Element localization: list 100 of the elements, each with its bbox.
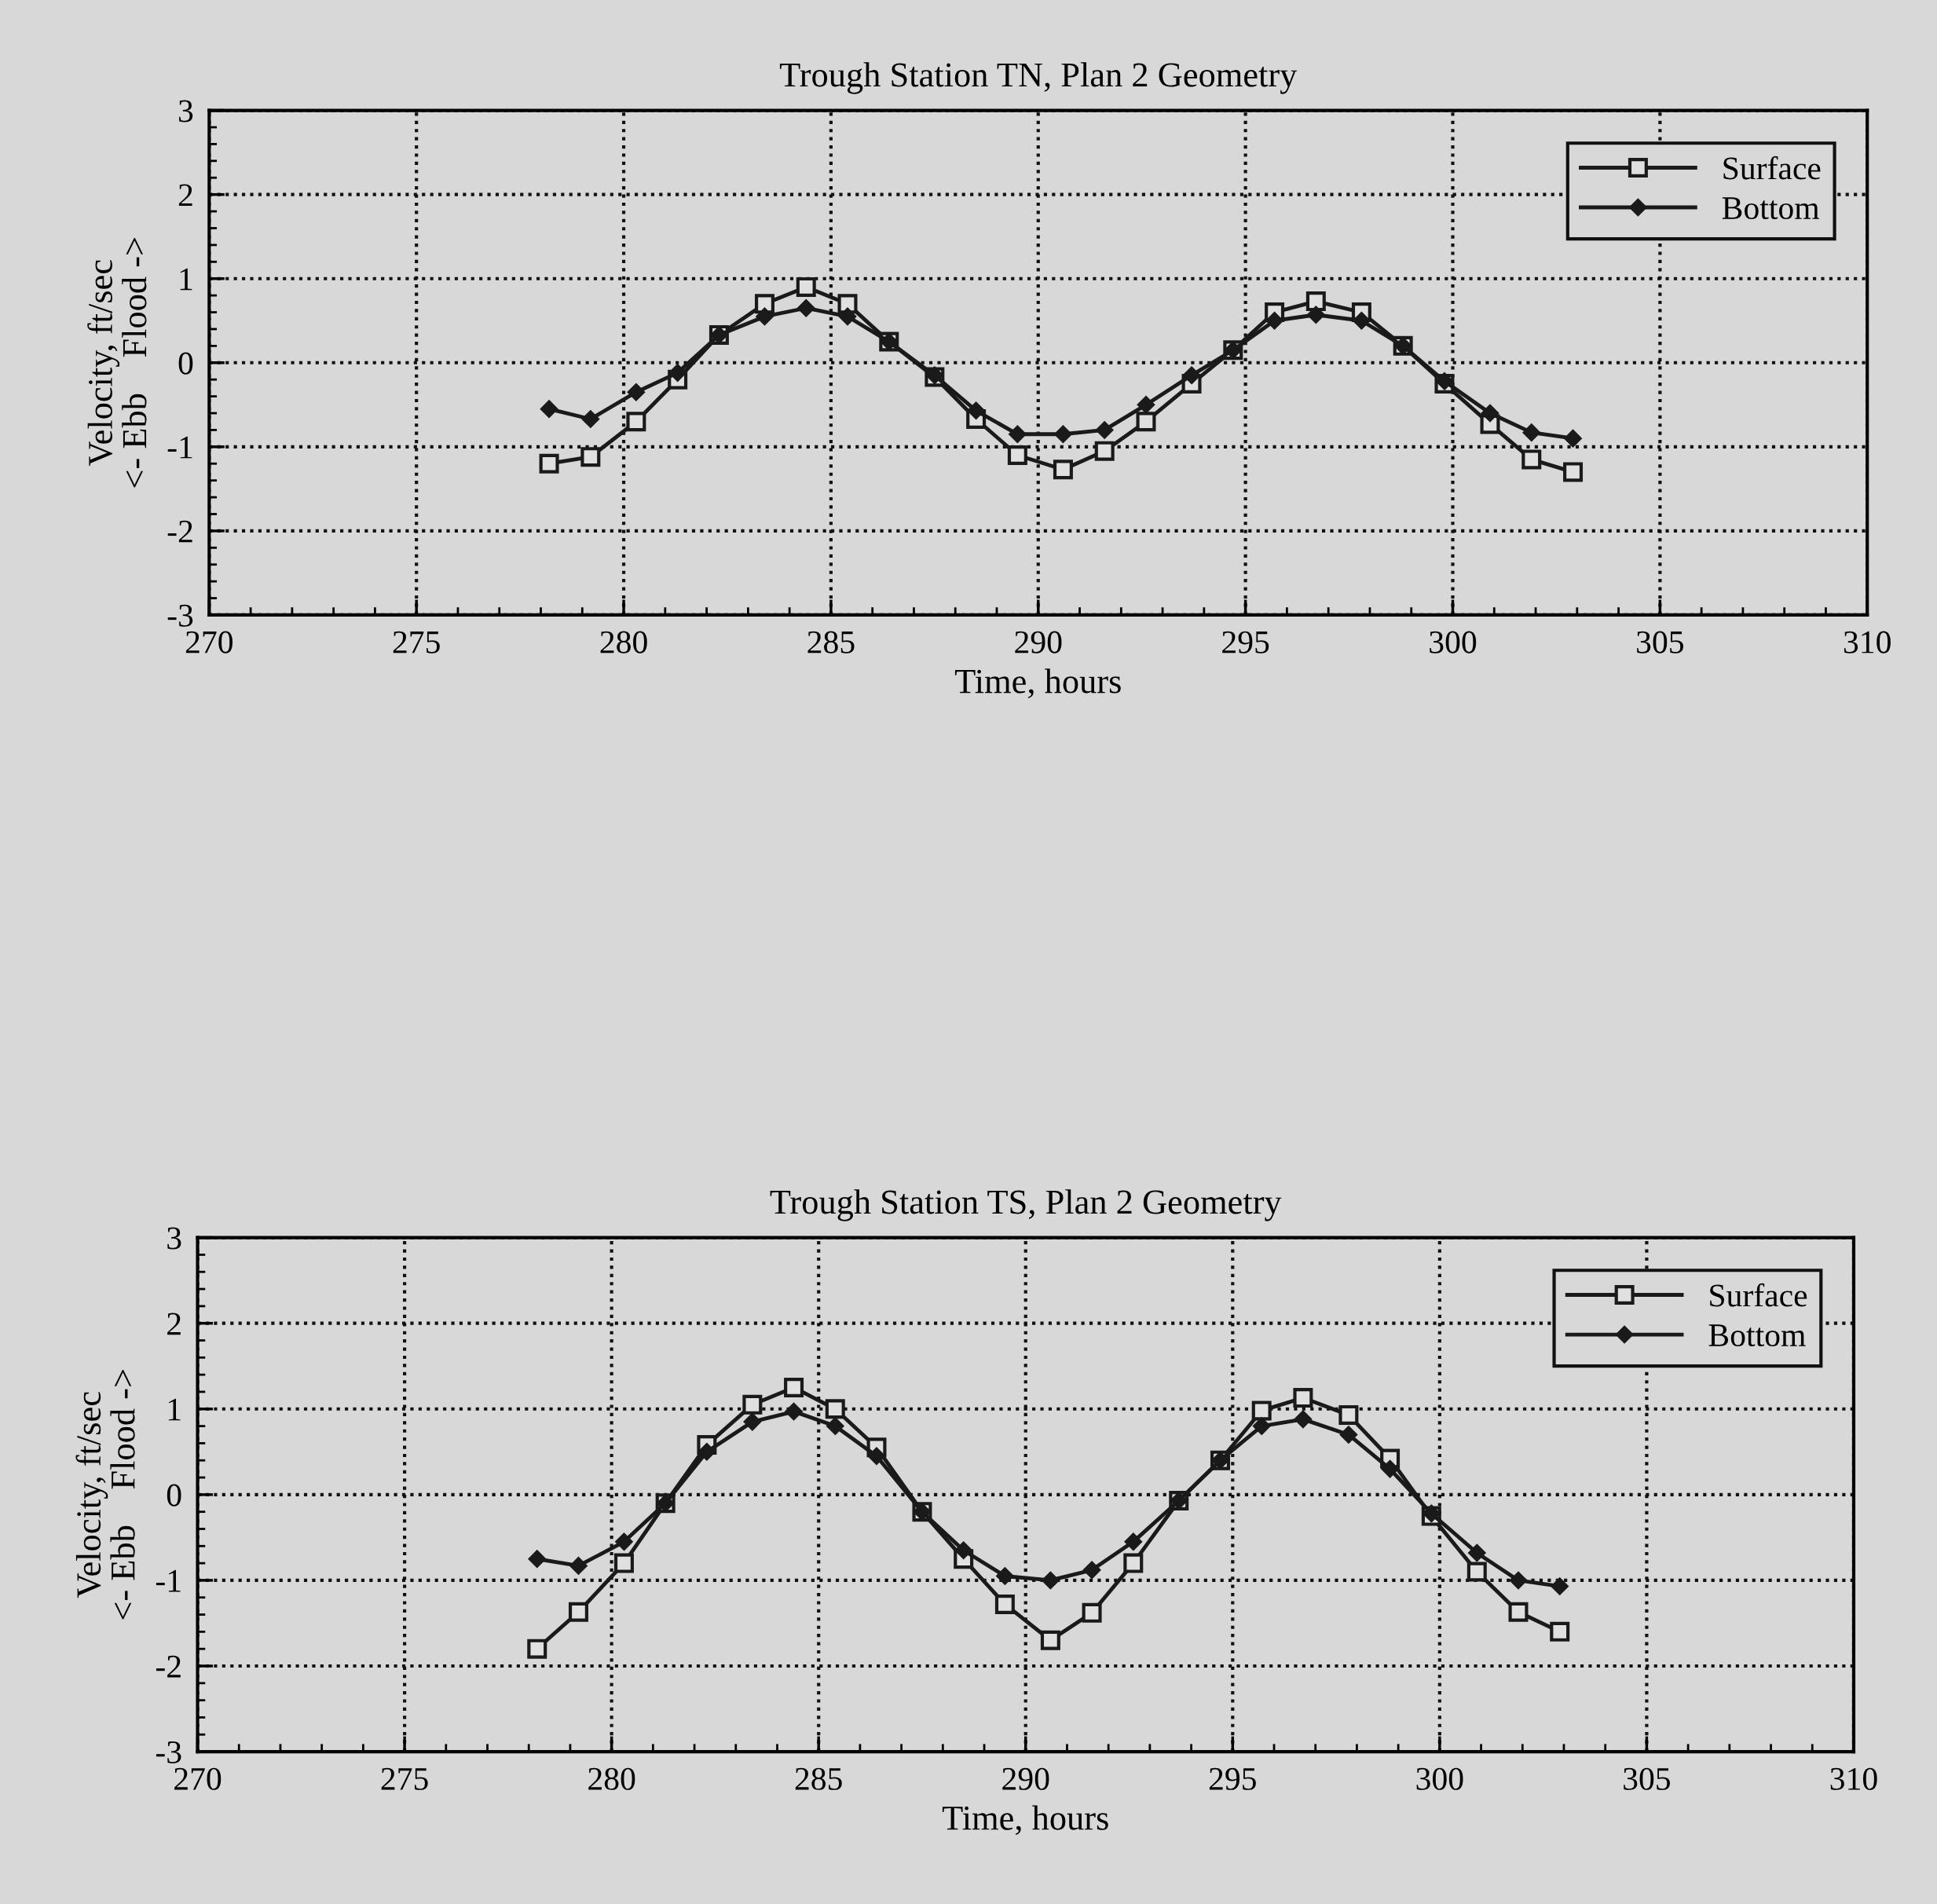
y-axis-title: Velocity, ft/sec <- Ebb Flood -> [87,238,147,488]
point [1466,1562,1487,1582]
point [826,1417,844,1435]
point [613,1553,634,1573]
point [1436,372,1453,390]
point [580,447,601,467]
point [1053,460,1073,480]
legend-label: Surface [1723,156,1821,180]
point [796,276,816,297]
point [1265,312,1283,330]
point [785,1403,803,1420]
x-tick-label: 270 [185,631,233,654]
point [615,1532,633,1551]
legend-label: Bottom [1722,197,1820,220]
point [1082,1602,1102,1623]
point [1054,425,1072,443]
point [1522,423,1540,441]
x-tick-label: 310 [1844,631,1891,654]
point [569,1557,588,1575]
point [1381,1460,1399,1478]
point [797,299,815,317]
point [837,294,858,314]
point [1339,1426,1357,1444]
x-tick-label: 290 [1015,631,1062,654]
legend-label: Surface [1710,1283,1807,1307]
x-tick-label: 305 [1637,631,1683,654]
point [1083,1561,1101,1579]
x-axis-title: Time, hours [954,668,1121,698]
point [996,1567,1014,1585]
point [1353,312,1371,330]
legend-label: Bottom [1708,1324,1806,1347]
y-tick-label: -2 [167,520,192,543]
point [994,1594,1015,1614]
point [581,410,599,428]
x-tick-label: 295 [1222,631,1269,654]
x-tick-label: 285 [795,1767,842,1790]
chart-title: Trough Station TN, Plan 2 Geometry [779,62,1298,94]
x-tick-label: 310 [1830,1767,1877,1790]
point [1521,449,1542,470]
point [1508,1602,1529,1622]
x-tick-label: 300 [1430,631,1477,654]
point [539,453,559,474]
point [839,307,856,325]
point [1253,1417,1271,1435]
point [1563,462,1584,482]
point [698,1443,716,1461]
y-tick-label: -1 [156,1569,181,1592]
point [1136,412,1156,432]
y-tick-label: 0 [178,352,193,375]
point [568,1602,588,1622]
point [1124,1532,1142,1551]
point [627,383,645,401]
point [1007,445,1027,466]
point [540,400,558,418]
point [1251,1401,1272,1421]
point [756,307,774,325]
point [1550,1621,1570,1642]
point [754,294,774,314]
point [825,1399,845,1419]
point [1510,1571,1527,1589]
y-tick-label: 1 [180,268,192,291]
x-axis-title: Time, hours [942,1805,1108,1836]
point [1096,421,1114,439]
x-tick-label: 300 [1416,1767,1463,1790]
point [868,1447,885,1465]
y-tick-label: 1 [168,1398,181,1421]
x-tick-label: 275 [393,631,440,654]
y-tick-label: 3 [179,100,193,123]
y-tick-label: -1 [167,436,192,459]
point [1040,1630,1060,1650]
point [668,364,687,382]
y-tick-label: 3 [167,1227,181,1250]
point [742,1394,763,1415]
x-tick-label: 285 [807,631,855,654]
x-tick-label: 275 [381,1767,428,1790]
point [1009,425,1027,443]
point [626,412,646,432]
point [954,1541,972,1559]
x-tick-label: 270 [174,1767,222,1790]
point [1481,405,1499,422]
x-tick-label: 280 [600,631,647,654]
y-tick-label: 0 [167,1484,181,1507]
point [1551,1577,1569,1595]
point [743,1413,761,1431]
point [1423,1504,1441,1522]
point [1183,366,1200,384]
y-tick-label: -3 [156,1741,181,1763]
point [967,401,985,419]
point [784,1377,804,1397]
point [1307,306,1325,324]
x-tick-label: 280 [588,1767,635,1790]
x-tick-label: 305 [1624,1767,1671,1790]
y-axis-title: Velocity, ft/sec <- Ebb Flood -> [75,1370,135,1620]
point [1123,1553,1144,1573]
y-tick-label: 2 [167,1313,181,1335]
y-tick-label: -3 [167,604,193,627]
point [1468,1544,1486,1562]
point [1094,441,1115,461]
point [1564,430,1582,448]
y-tick-label: -2 [156,1655,181,1678]
